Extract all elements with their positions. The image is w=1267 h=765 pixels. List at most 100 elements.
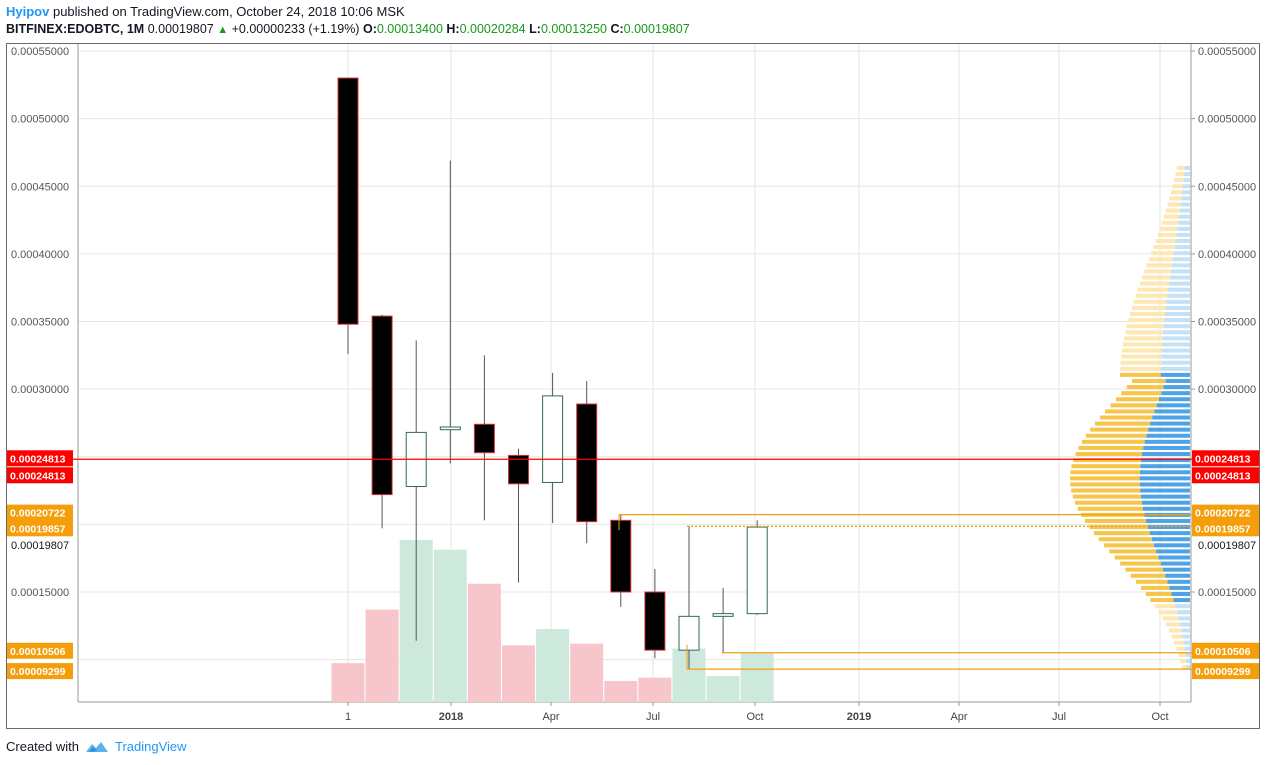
volume-bar bbox=[331, 663, 365, 702]
volume-profile-bar-up bbox=[1073, 458, 1141, 463]
candle-body[interactable] bbox=[508, 454, 529, 485]
x-tick-label: Oct bbox=[1151, 711, 1168, 723]
y-tick-label-left: 0.00040000 bbox=[11, 249, 69, 261]
y-tick-label-left: 0.00050000 bbox=[11, 114, 69, 126]
volume-profile-bar-up bbox=[1103, 543, 1154, 548]
volume-profile-bar-up bbox=[1081, 439, 1145, 444]
volume-profile-bar-down bbox=[1153, 543, 1190, 548]
candle-body[interactable] bbox=[610, 519, 632, 593]
candle-body[interactable] bbox=[712, 613, 734, 617]
volume-profile-bar-up bbox=[1131, 305, 1166, 310]
volume-profile-bar-up bbox=[1121, 348, 1162, 353]
x-tick-label: Jul bbox=[646, 711, 660, 723]
volume-profile-bar-up bbox=[1084, 518, 1146, 523]
x-tick-label: 1 bbox=[345, 711, 351, 723]
symbol-name[interactable]: BITFINEX:EDOBTC, 1M bbox=[6, 22, 145, 36]
volume-profile-bar-up bbox=[1125, 330, 1163, 335]
volume-profile-bar-down bbox=[1161, 348, 1190, 353]
right-price-badge-label: 0.00024813 bbox=[1195, 470, 1251, 482]
volume-profile-bar-down bbox=[1140, 488, 1190, 493]
volume-profile-bar-down bbox=[1173, 251, 1190, 256]
price-chart[interactable]: 0.00055000 0.00055000 0.00050000 0.00050000… bbox=[7, 44, 1259, 728]
volume-profile-bar-down bbox=[1161, 391, 1190, 396]
chart-area[interactable]: 0.00055000 0.00055000 0.00050000 0.00050000… bbox=[6, 43, 1260, 729]
volume-profile-bar-up bbox=[1130, 573, 1166, 578]
volume-profile-bar-up bbox=[1136, 579, 1168, 584]
candle-body[interactable] bbox=[337, 77, 359, 325]
volume-profile-bar-up bbox=[1120, 372, 1161, 377]
volume-profile-bar-up bbox=[1123, 336, 1163, 341]
publish-info: Hyipov published on TradingView.com, Oct… bbox=[6, 4, 405, 20]
volume-profile-bar-down bbox=[1182, 190, 1190, 195]
left-price-badge-label: 0.00010506 bbox=[10, 646, 66, 658]
volume-profile-bar-down bbox=[1182, 634, 1190, 639]
volume-profile-bar-up bbox=[1070, 476, 1140, 481]
volume-profile-bar-up bbox=[1120, 561, 1161, 566]
volume-profile-bar-up bbox=[1163, 214, 1180, 219]
right-price-badge-label: 0.00019857 bbox=[1195, 523, 1251, 535]
tradingview-brand-link[interactable]: TradingView bbox=[114, 739, 187, 754]
volume-profile-bar-down bbox=[1151, 537, 1190, 542]
volume-profile-bar-down bbox=[1171, 592, 1190, 596]
volume-profile-bar-down bbox=[1139, 482, 1190, 487]
volume-profile-bar-up bbox=[1151, 251, 1174, 256]
volume-profile-bar-up bbox=[1142, 275, 1170, 280]
volume-profile-bar-up bbox=[1115, 397, 1159, 402]
volume-profile-bar-up bbox=[1105, 409, 1155, 414]
volume-profile-bar-down bbox=[1156, 403, 1190, 408]
volume-profile-bar-up bbox=[1154, 604, 1176, 609]
volume-profile-bar-up bbox=[1078, 445, 1144, 450]
volume-profile-bar-up bbox=[1137, 287, 1169, 292]
left-price-badge-label: 0.00024813 bbox=[10, 470, 66, 482]
right-price-badge bbox=[1192, 504, 1259, 521]
volume-profile-bar-down bbox=[1180, 202, 1190, 207]
left-price-badge bbox=[7, 663, 73, 680]
volume-profile-bar-up bbox=[1165, 208, 1180, 213]
volume-profile-bar-down bbox=[1183, 640, 1190, 645]
volume-profile-bar-up bbox=[1157, 232, 1177, 237]
volume-profile-bar-down bbox=[1162, 336, 1190, 341]
volume-profile-bar-down bbox=[1144, 439, 1190, 444]
volume-profile-bar-down bbox=[1145, 518, 1190, 523]
candle-body[interactable] bbox=[542, 395, 564, 483]
volume-profile-bar-up bbox=[1165, 622, 1180, 627]
volume-profile-bar-down bbox=[1174, 245, 1190, 250]
volume-profile-bar-down bbox=[1148, 427, 1190, 432]
volume-profile-bar-down bbox=[1162, 330, 1190, 335]
volume-profile-bar-up bbox=[1126, 324, 1164, 329]
y-tick-label-left: 0.00035000 bbox=[11, 317, 69, 329]
volume-profile-bar-up bbox=[1093, 531, 1150, 536]
candle-body[interactable] bbox=[644, 591, 666, 651]
candle-body[interactable] bbox=[678, 615, 700, 651]
volume-profile-bar-down bbox=[1141, 452, 1190, 457]
volume-profile-bar-down bbox=[1184, 165, 1190, 170]
left-price-badge bbox=[7, 467, 73, 484]
symbol-legend: BITFINEX:EDOBTC, 1M 0.00019807 ▲ +0.0000… bbox=[6, 21, 690, 38]
candle-body[interactable] bbox=[576, 403, 598, 523]
volume-profile-bar-up bbox=[1090, 427, 1149, 432]
volume-bar bbox=[502, 645, 535, 702]
candle-body[interactable] bbox=[473, 423, 495, 454]
candle-body[interactable] bbox=[746, 526, 768, 615]
right-price-badge bbox=[1192, 663, 1259, 680]
author-link[interactable]: Hyipov bbox=[6, 4, 50, 19]
candle-body[interactable] bbox=[371, 315, 393, 496]
volume-profile-bar-up bbox=[1169, 196, 1182, 201]
volume-profile-bar-up bbox=[1072, 494, 1141, 499]
candle-body[interactable] bbox=[439, 426, 461, 431]
x-tick-label: 2018 bbox=[439, 711, 463, 723]
high-label: H: bbox=[446, 22, 460, 36]
volume-profile-bar-down bbox=[1185, 652, 1190, 657]
close-label: C: bbox=[610, 22, 624, 36]
volume-profile-bar-up bbox=[1146, 263, 1172, 268]
left-price-badge-label: 0.00020722 bbox=[10, 508, 66, 520]
volume-profile-bar-up bbox=[1144, 269, 1171, 274]
volume-profile-bar-down bbox=[1185, 658, 1190, 663]
volume-profile-bar-up bbox=[1085, 433, 1147, 438]
volume-profile-bar-down bbox=[1166, 299, 1190, 304]
volume-profile-bar-up bbox=[1121, 391, 1162, 396]
volume-profile-bar-down bbox=[1173, 598, 1190, 603]
volume-profile-bar-down bbox=[1186, 665, 1190, 670]
left-price-badge bbox=[7, 642, 73, 659]
volume-bar bbox=[740, 653, 774, 702]
